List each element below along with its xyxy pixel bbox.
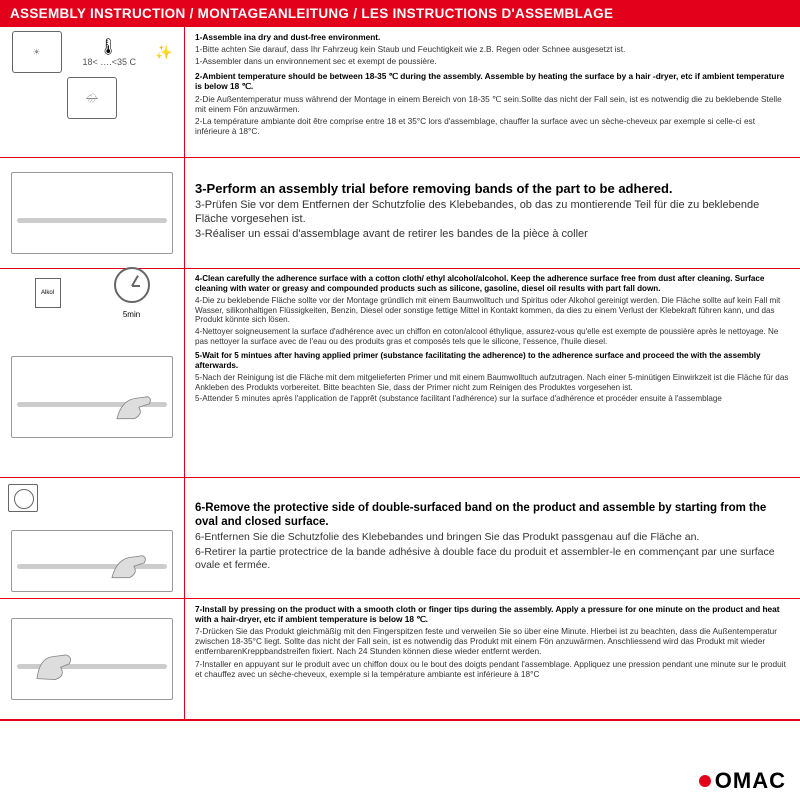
s7-de: 7-Drücken Sie das Produkt gleichmäßig mi… (195, 626, 790, 656)
sun-dry-icon: ☀ (12, 31, 62, 73)
step-3-sketch (0, 158, 185, 268)
step-6-sketch (0, 478, 185, 598)
thermometer-icon: 🌡 (98, 37, 118, 57)
pressing-hand-icon (32, 648, 77, 683)
s7-en: 7-Install by pressing on the product wit… (195, 604, 790, 624)
clock-icon (114, 267, 150, 303)
step-1-2-row: ☀ 🌡 18< ….<35 C ✨ 🌧 1-Assemble ina dry a… (0, 27, 800, 158)
s6-fr: 6-Retirer la partie protectrice de la ba… (195, 546, 790, 572)
s5-de: 5-Nach der Reinigung ist die Fläche mit … (195, 373, 790, 393)
step-6-text: 6-Remove the protective side of double-s… (185, 478, 800, 598)
sparkle-icon: ✨ (155, 44, 172, 61)
step-3-text: 3-Perform an assembly trial before remov… (185, 158, 800, 268)
s3-en: 3-Perform an assembly trial before remov… (195, 181, 790, 197)
s5-fr: 5-Attender 5 minutes après l'application… (195, 394, 790, 404)
s6-de: 6-Entfernen Sie die Schutzfolie des Kleb… (195, 531, 790, 544)
s1-de: 1-Bitte achten Sie darauf, dass Ihr Fahr… (195, 44, 790, 54)
no-rain-icon: 🌧 (67, 77, 117, 119)
step-4-5-row: Alkol 5min 4-Clean carefully the adheren… (0, 269, 800, 478)
s3-fr: 3-Réaliser un essai d'assemblage avant d… (195, 228, 790, 241)
trim-strip-icon (17, 218, 167, 223)
temp-range-label: 18< ….<35 C (83, 57, 137, 67)
step-7-text: 7-Install by pressing on the product wit… (185, 599, 800, 719)
step-3-row: 3-Perform an assembly trial before remov… (0, 158, 800, 269)
s5-en: 5-Wait for 5 mintues after having applie… (195, 351, 790, 371)
s2-en: 2-Ambient temperature should be between … (195, 71, 790, 91)
step-6-row: 6-Remove the protective side of double-s… (0, 478, 800, 599)
s1-fr: 1-Assembler dans un environnement sec et… (195, 56, 790, 66)
step-7-sketch (0, 599, 185, 719)
logo-dot-icon (699, 775, 711, 787)
s6-en: 6-Remove the protective side of double-s… (195, 501, 790, 529)
step-4-5-text: 4-Clean carefully the adherence surface … (185, 269, 800, 477)
s2-fr: 2-La température ambiante doit être comp… (195, 116, 790, 136)
s7-fr: 7-Installer en appuyant sur le produit a… (195, 659, 790, 679)
s1-en: 1-Assemble ina dry and dust-free environ… (195, 32, 790, 42)
step-4-5-sketch: Alkol 5min (0, 269, 185, 477)
header-title: ASSEMBLY INSTRUCTION / MONTAGEANLEITUNG … (0, 0, 800, 27)
step-1-2-text: 1-Assemble ina dry and dust-free environ… (185, 27, 800, 157)
alcohol-bottle-icon: Alkol (35, 278, 61, 308)
s2-de: 2-Die Außentemperatur muss während der M… (195, 94, 790, 114)
logo-text: OMAC (715, 768, 786, 794)
s4-en: 4-Clean carefully the adherence surface … (195, 274, 790, 294)
s4-fr: 4-Nettoyer soigneusement la surface d'ad… (195, 327, 790, 347)
step-1-2-icons: ☀ 🌡 18< ….<35 C ✨ 🌧 (0, 27, 185, 157)
s3-de: 3-Prüfen Sie vor dem Entfernen der Schut… (195, 199, 790, 226)
s4-de: 4-Die zu beklebende Fläche sollte vor de… (195, 296, 790, 326)
brand-logo: OMAC (699, 768, 786, 794)
tape-roll-icon (8, 484, 38, 512)
peeling-hand-icon (107, 547, 152, 582)
cleaning-hand-icon (112, 388, 157, 423)
step-7-row: 7-Install by pressing on the product wit… (0, 599, 800, 721)
instruction-sheet: ASSEMBLY INSTRUCTION / MONTAGEANLEITUNG … (0, 0, 800, 800)
